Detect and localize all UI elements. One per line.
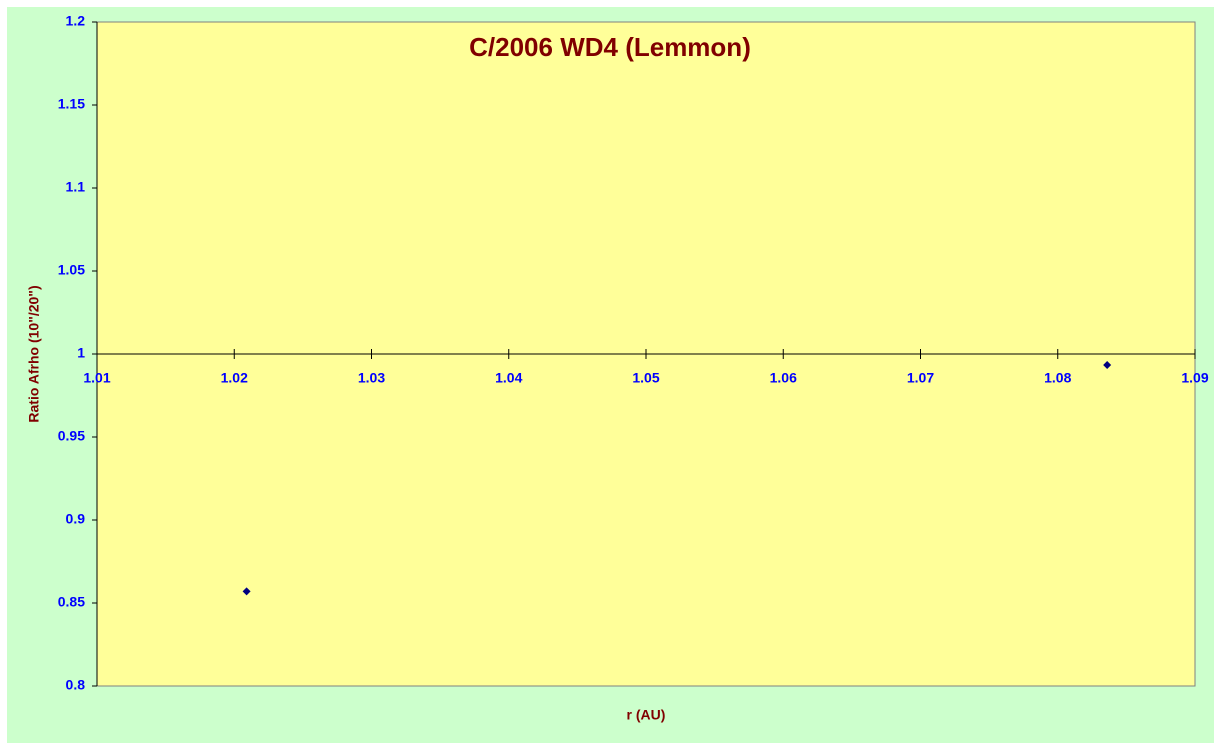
x-tick-label: 1.01 [83,370,110,386]
y-tick-label: 0.85 [58,594,85,610]
x-axis-title: r (AU) [627,707,666,723]
chart-title: C/2006 WD4 (Lemmon) [469,32,751,62]
y-tick-label: 0.95 [58,428,85,444]
y-tick-label: 1.15 [58,96,85,112]
x-tick-label: 1.05 [632,370,659,386]
x-tick-label: 1.04 [495,370,522,386]
y-tick-label: 1.05 [58,262,85,278]
x-tick-label: 1.06 [770,370,797,386]
y-axis-title: Ratio Afrho (10"/20") [26,285,42,422]
y-tick-label: 0.8 [66,677,86,693]
x-tick-label: 1.02 [221,370,248,386]
y-tick-label: 1 [77,345,85,361]
x-tick-label: 1.07 [907,370,934,386]
marker [1103,360,1112,369]
x-tick-label: 1.09 [1181,370,1208,386]
y-tick-label: 0.9 [66,511,86,527]
y-tick-label: 1.1 [66,179,86,195]
x-tick-label: 1.08 [1044,370,1071,386]
y-tick-label: 1.2 [66,13,86,29]
x-tick-label: 1.03 [358,370,385,386]
marker [242,587,251,596]
